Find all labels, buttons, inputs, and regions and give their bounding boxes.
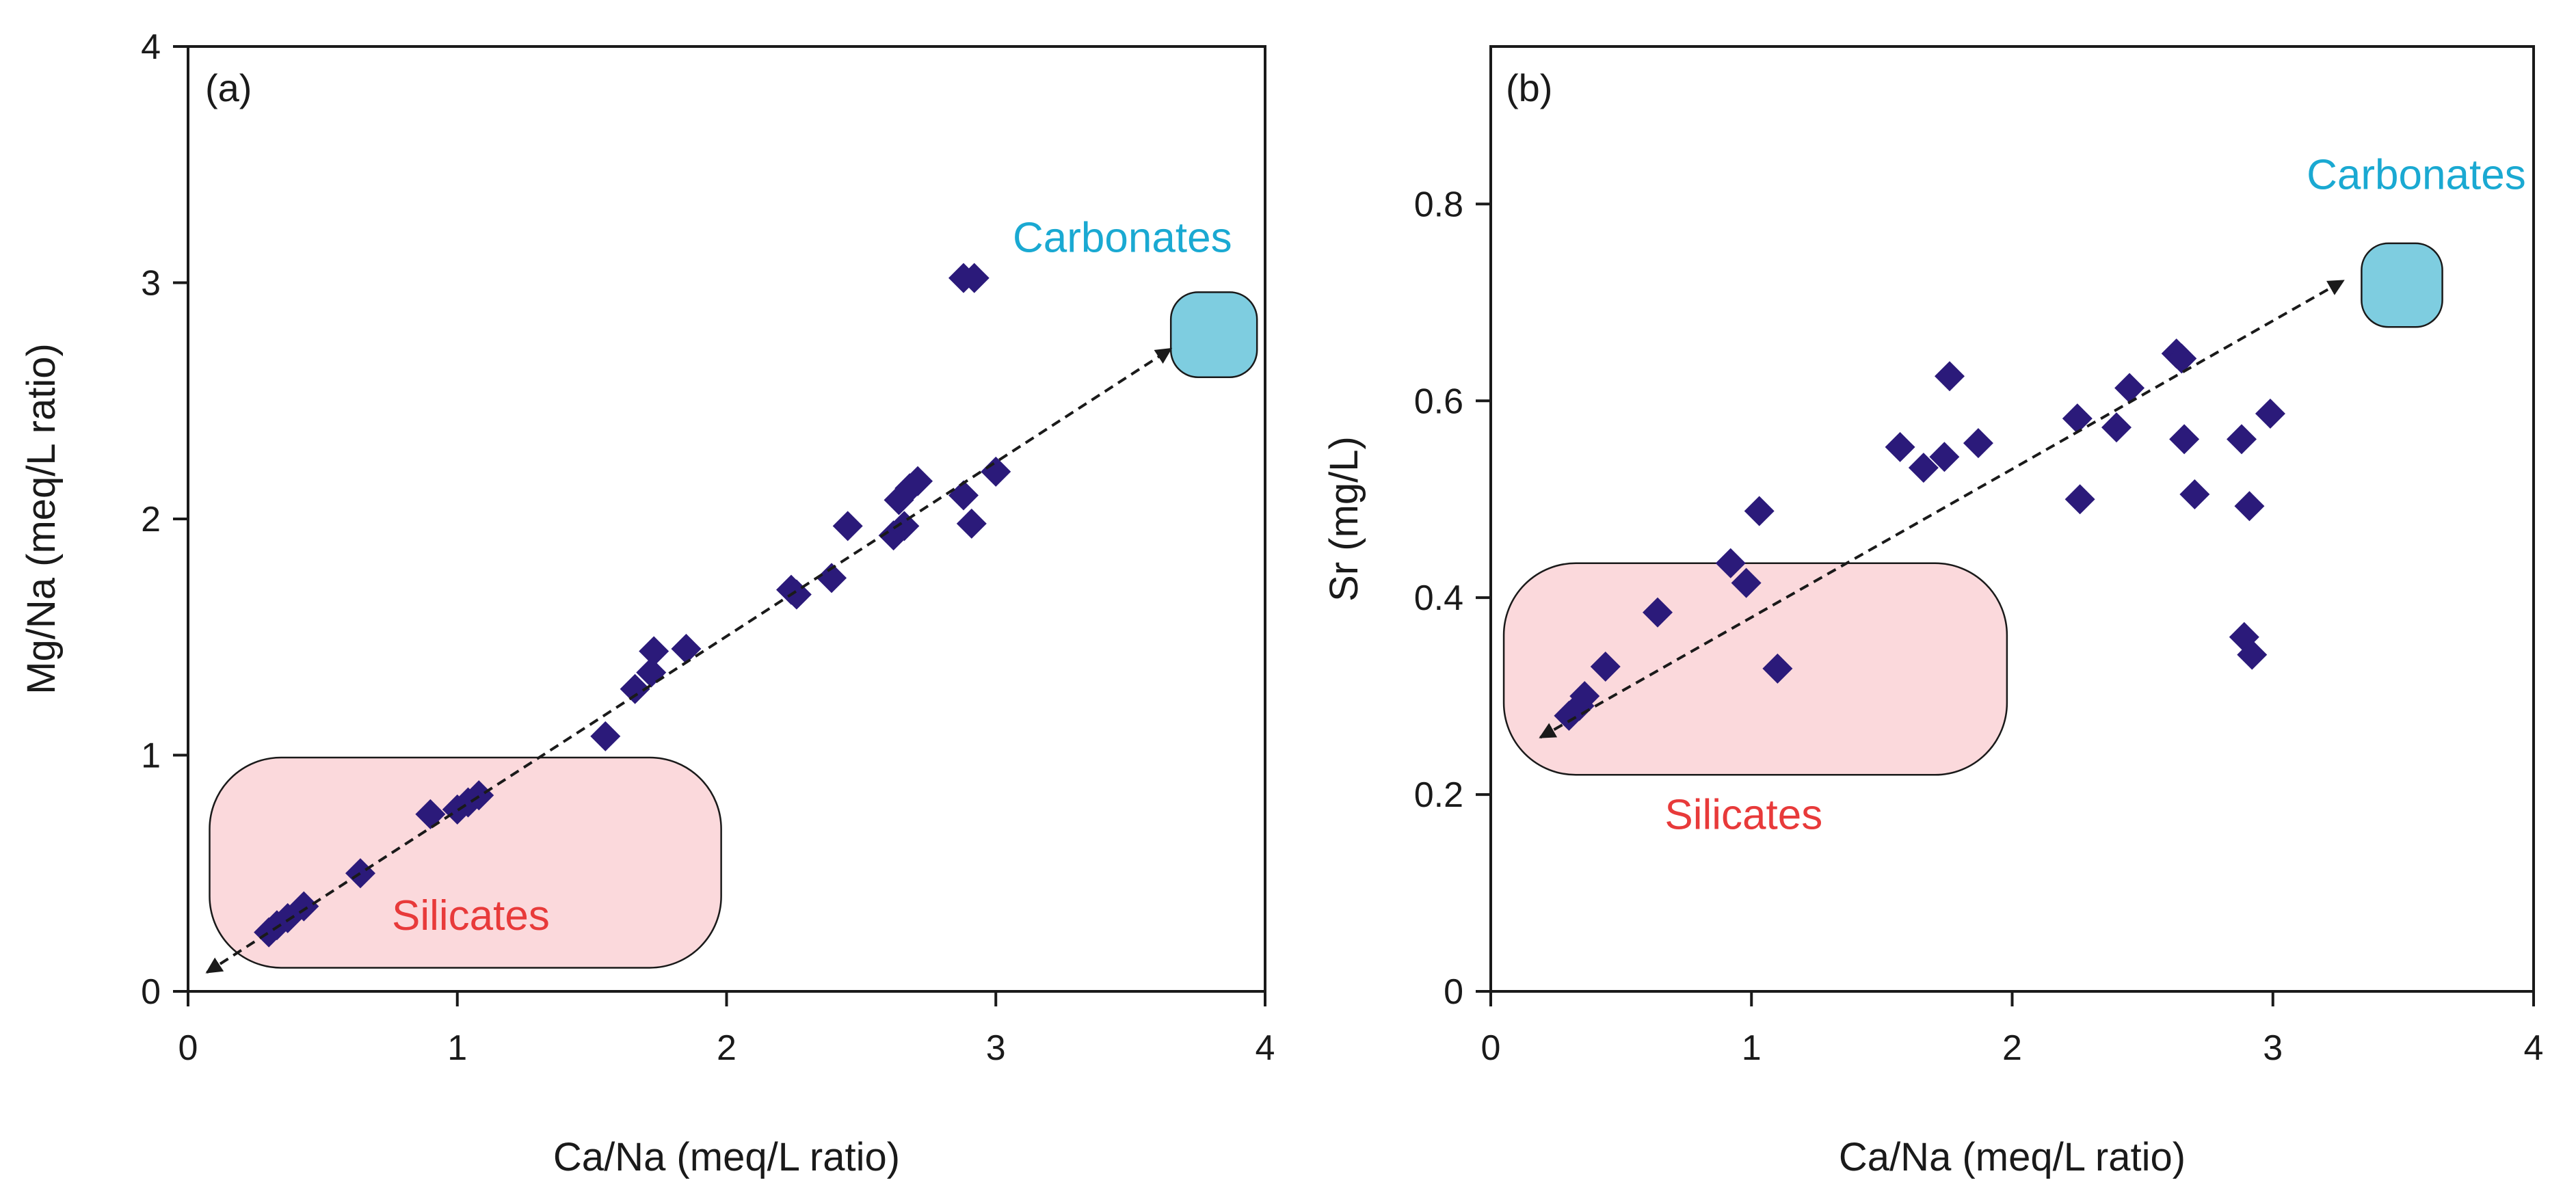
panel-label: (b): [1506, 66, 1552, 109]
x-axis-ticks: 0 1 2 3 4: [178, 991, 1275, 1068]
y-tick-label: 1: [141, 736, 161, 776]
data-point: [1963, 428, 1993, 459]
y-axis-title: Mg/Na (meq/L ratio): [19, 343, 64, 695]
x-tick-label: 3: [2263, 1028, 2283, 1068]
chart-panel-b: 0 1 2 3 4 0 0.2 0.4 0.6 0.8 Silicates Carbonates…: [1322, 45, 2544, 1179]
x-axis-ticks: 0 1 2 3 4: [1481, 991, 2544, 1068]
data-point: [2062, 403, 2093, 434]
y-tick-label: 0.6: [1414, 382, 1463, 421]
data-point: [959, 263, 990, 293]
carbonates-label: Carbonates: [2307, 152, 2526, 199]
data-point: [2064, 484, 2095, 515]
silicates-label: Silicates: [392, 892, 550, 939]
y-tick-label: 4: [141, 27, 161, 67]
y-axis-ticks: 0 1 2 3 4: [141, 27, 188, 1012]
x-tick-label: 2: [2002, 1028, 2022, 1068]
x-tick-label: 1: [1742, 1028, 1762, 1068]
x-axis-title: Ca/Na (meq/L ratio): [1839, 1135, 2186, 1179]
chart-panel-a: 0 1 2 3 4 0 1 2 3 4 Silicates Carbonates (a) Ca/…: [19, 27, 1275, 1179]
data-point: [956, 508, 987, 539]
data-point: [832, 511, 863, 541]
data-point: [639, 636, 669, 667]
y-tick-label: 0.2: [1414, 775, 1463, 815]
data-point: [2227, 424, 2257, 455]
x-tick-label: 0: [1481, 1028, 1501, 1068]
region-group: [1502, 242, 2443, 776]
data-point: [1744, 496, 1775, 526]
data-point: [981, 456, 1011, 487]
silicates-label: Silicates: [1664, 791, 1822, 838]
y-tick-label: 3: [141, 264, 161, 304]
x-tick-label: 3: [986, 1028, 1006, 1068]
y-axis-ticks: 0 0.2 0.4 0.6 0.8: [1414, 185, 1491, 1012]
y-tick-label: 0.4: [1414, 578, 1463, 618]
data-point: [590, 721, 621, 751]
x-tick-label: 1: [447, 1028, 467, 1068]
data-point: [1935, 361, 1965, 392]
data-point: [948, 480, 979, 511]
data-point: [2255, 398, 2285, 429]
x-tick-label: 0: [178, 1028, 198, 1068]
carbonates-region: [1169, 291, 1258, 378]
carbonates-region: [2361, 242, 2443, 328]
data-point: [2179, 479, 2210, 510]
data-point: [1885, 431, 1915, 462]
x-tick-label: 2: [717, 1028, 736, 1068]
y-tick-label: 0: [141, 972, 161, 1012]
data-point: [2169, 424, 2200, 455]
data-point: [2234, 491, 2265, 522]
y-tick-label: 0.8: [1414, 185, 1463, 224]
y-tick-label: 2: [141, 500, 161, 539]
carbonates-label: Carbonates: [1013, 215, 1232, 262]
x-tick-label: 4: [2524, 1028, 2544, 1068]
y-tick-label: 0: [1444, 972, 1463, 1012]
silicates-region: [1502, 562, 2008, 776]
data-point: [2114, 373, 2145, 403]
x-tick-label: 4: [1256, 1028, 1275, 1068]
panel-label: (a): [205, 66, 252, 109]
trend-arrow: [205, 347, 1173, 974]
data-point: [671, 634, 702, 665]
x-axis-title: Ca/Na (meq/L ratio): [553, 1135, 900, 1179]
trend-arrow: [1539, 279, 2345, 739]
y-axis-title: Sr (mg/L): [1322, 436, 1366, 602]
